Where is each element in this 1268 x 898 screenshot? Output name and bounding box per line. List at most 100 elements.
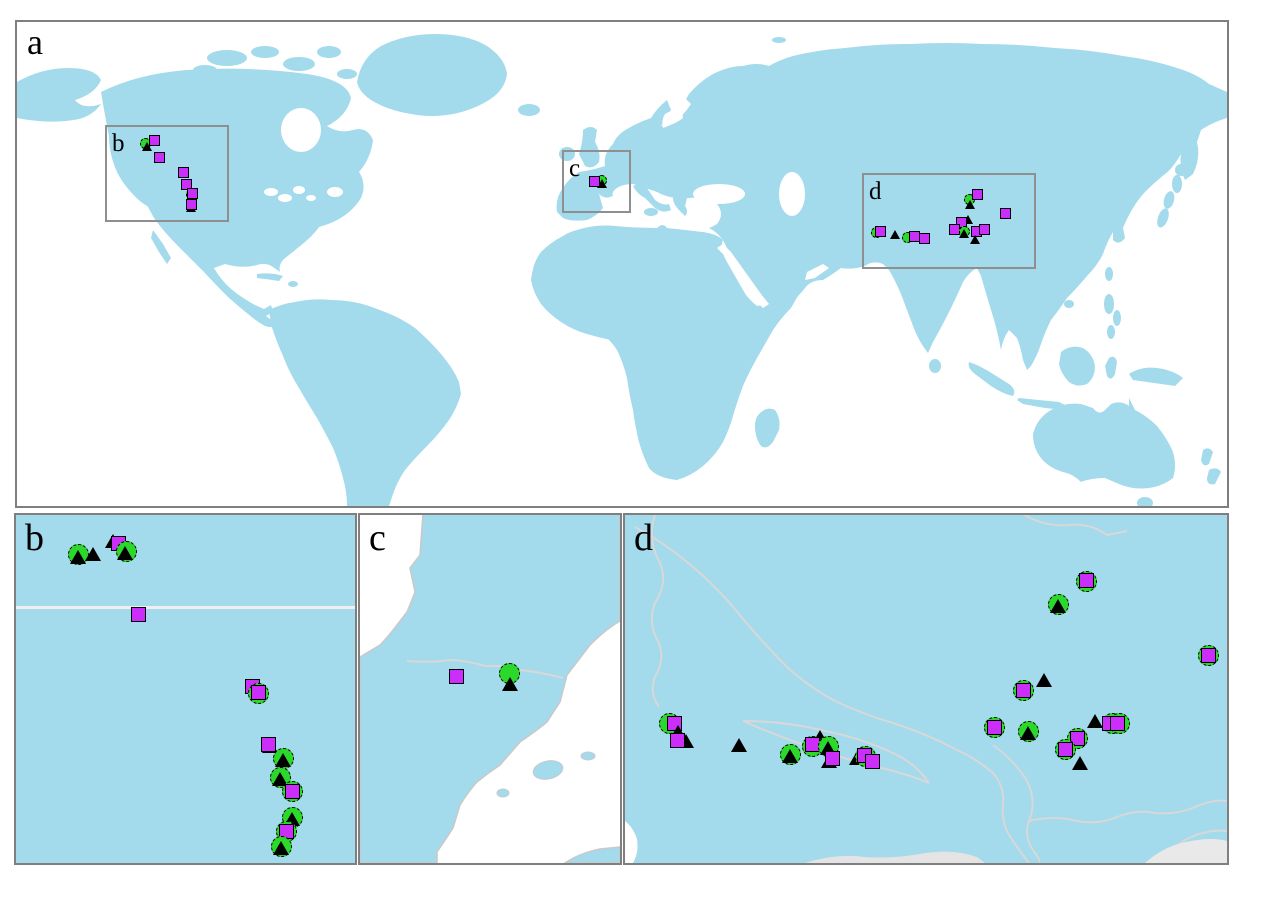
- landmass-baja: [151, 230, 171, 264]
- site-marker-square: [1200, 647, 1216, 663]
- landmass-cuba: [257, 273, 283, 281]
- inset-box-b: b: [105, 125, 229, 222]
- landmass-madagascar: [755, 408, 780, 448]
- continents: [17, 34, 1227, 506]
- panel-label-a: a: [27, 22, 43, 62]
- panel-a-world-map: b c d a: [15, 20, 1229, 508]
- landmass-hainan: [1064, 300, 1074, 308]
- site-marker-triangle: [271, 772, 288, 786]
- inset-box-label-b: b: [112, 130, 125, 157]
- site-marker-triangle: [274, 753, 291, 767]
- world-map: [17, 34, 1227, 506]
- site-marker-square: [284, 783, 300, 799]
- landmass-africa: [531, 225, 799, 480]
- panel-b-markers: [16, 515, 355, 863]
- site-marker-triangle: [501, 677, 518, 691]
- site-marker-triangle: [1049, 599, 1066, 613]
- site-marker-square: [918, 232, 930, 244]
- site-marker-square: [1057, 741, 1073, 757]
- site-marker-triangle: [730, 738, 747, 752]
- landmass-mexico-central-america: [141, 194, 325, 328]
- landmass-new-guinea: [1129, 367, 1183, 386]
- site-marker-square: [250, 684, 266, 700]
- site-marker-square: [824, 750, 840, 766]
- landmass-mallorca: [532, 760, 564, 780]
- landmass-alaska: [17, 68, 101, 122]
- site-marker-square: [874, 225, 886, 237]
- landmass-hispaniola: [288, 281, 298, 287]
- site-marker-square: [130, 606, 146, 622]
- site-marker-square: [177, 166, 189, 178]
- country-borders: [634, 515, 1227, 863]
- site-marker-triangle: [69, 550, 86, 564]
- landmass-greece: [673, 196, 687, 216]
- site-marker-triangle: [959, 228, 969, 238]
- persian-gulf: [805, 264, 829, 280]
- site-marker-triangle: [963, 214, 973, 224]
- panel-a-markers: [17, 22, 1227, 506]
- bay-of-bengal: [625, 821, 638, 863]
- landmass-java: [1017, 398, 1067, 410]
- site-marker-triangle: [1035, 673, 1052, 687]
- landmass-france-spain: [360, 515, 620, 863]
- inset-box-c: c: [562, 150, 631, 213]
- site-marker-square: [864, 753, 880, 769]
- site-marker-triangle: [970, 234, 980, 244]
- site-marker-triangle: [597, 178, 607, 188]
- site-marker-square: [148, 134, 160, 146]
- himalaya-map: [625, 515, 1227, 863]
- landmass-greenland: [357, 34, 507, 116]
- landmass-ibiza: [496, 788, 510, 798]
- landmass-sulawesi: [1105, 356, 1117, 379]
- landmass-sakhalin: [1163, 134, 1171, 158]
- site-marker-triangle: [965, 199, 975, 209]
- site-marker-triangle: [1071, 756, 1088, 770]
- panel-label-c: c: [369, 517, 386, 559]
- landmass-iceland: [518, 104, 540, 116]
- caspian-sea: [779, 172, 805, 216]
- landmass-sumatra: [968, 362, 1015, 396]
- landmass-australia: [1033, 398, 1175, 489]
- site-marker-square: [588, 175, 600, 187]
- landmass-new-zealand: [1201, 448, 1221, 485]
- france-spain-border: [406, 658, 564, 679]
- site-marker-square: [986, 719, 1002, 735]
- continents-2: [531, 134, 1221, 506]
- inset-box-label-c: c: [569, 155, 581, 182]
- site-marker-triangle: [781, 749, 798, 763]
- site-marker-triangle: [116, 546, 133, 560]
- site-marker-square: [971, 188, 983, 200]
- site-marker-triangle: [272, 841, 289, 855]
- site-marker-triangle: [890, 229, 900, 239]
- panel-label-b: b: [25, 517, 44, 559]
- landmass-north-africa: [563, 846, 620, 863]
- site-marker-square: [1109, 715, 1125, 731]
- baltic-sea: [662, 98, 691, 128]
- site-marker-square: [999, 207, 1011, 219]
- site-marker-square: [1078, 572, 1094, 588]
- landmass-taiwan: [1105, 267, 1113, 281]
- red-sea: [717, 244, 769, 308]
- terrain-shading: [805, 851, 985, 863]
- landmass-sicily: [644, 208, 658, 216]
- landmass-eurasia: [556, 43, 1227, 370]
- panel-d-markers: [625, 515, 1227, 863]
- seas-2: [717, 244, 829, 308]
- hudson-bay: [281, 108, 321, 152]
- inset-box-label-d: d: [869, 178, 882, 205]
- site-marker-triangle: [84, 547, 101, 561]
- landmass-borneo: [1059, 346, 1095, 386]
- landmass-menorca: [580, 751, 596, 761]
- landmass-tasmania: [1137, 497, 1153, 506]
- site-marker-square: [978, 223, 990, 235]
- site-marker-triangle: [1086, 714, 1103, 728]
- site-marker-square: [186, 187, 198, 199]
- terrain-shading-2: [1145, 839, 1227, 863]
- us-canada-borderline: [16, 606, 355, 609]
- landmass-south-america: [269, 299, 461, 506]
- site-marker-square: [1015, 682, 1031, 698]
- site-marker-triangle: [142, 141, 152, 151]
- landmass-britain: [579, 127, 600, 168]
- site-marker-square: [448, 668, 464, 684]
- panel-b-inset-north-america: b: [14, 513, 357, 865]
